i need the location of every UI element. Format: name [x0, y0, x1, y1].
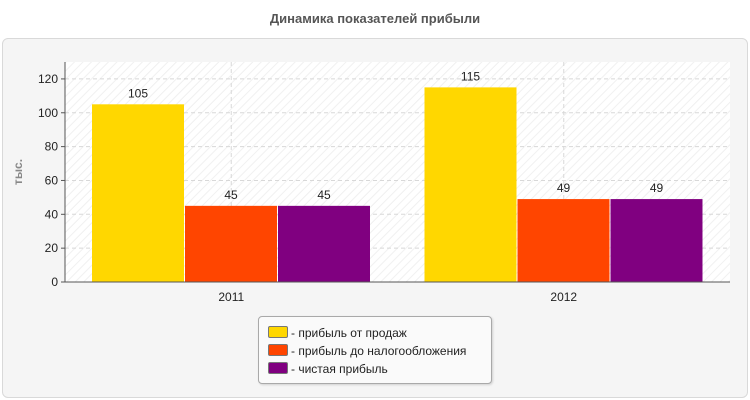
legend-swatch-net-profit: [268, 362, 288, 374]
y-tick-label: 60: [45, 173, 59, 187]
y-tick-label: 100: [38, 106, 58, 120]
y-axis-label: тыс.: [11, 159, 25, 185]
x-tick-label: 2011: [218, 290, 244, 304]
data-label: 45: [317, 188, 331, 202]
y-tick-label: 20: [45, 241, 59, 255]
y-tick-label: 80: [45, 140, 59, 154]
bar-1-2011: [92, 104, 184, 282]
data-label: 49: [650, 181, 664, 195]
data-label: 115: [461, 69, 480, 83]
data-label: 45: [224, 188, 238, 202]
bar-3-2012: [610, 199, 703, 282]
legend-label-net-profit: - чистая прибыль: [291, 362, 388, 376]
data-label: 49: [557, 181, 571, 195]
legend-swatch-pretax-profit: [268, 344, 288, 356]
legend-label-pretax-profit: - прибыль до налогообложения: [291, 344, 467, 358]
x-tick-label: 2012: [550, 290, 577, 304]
legend-swatch-sales-profit: [268, 326, 288, 338]
y-tick-label: 120: [38, 72, 58, 86]
legend-item-sales-profit: - прибыль от продаж: [268, 326, 407, 340]
bar-1-2012: [424, 87, 517, 282]
legend-item-pretax-profit: - прибыль до налогообложения: [268, 344, 466, 358]
bar-2-2012: [517, 199, 610, 282]
y-tick-label: 0: [51, 275, 58, 289]
bar-2-2011: [185, 205, 277, 282]
data-label: 105: [128, 86, 148, 100]
y-tick-label: 40: [45, 207, 59, 221]
chart-title: Динамика показателей прибыли: [269, 11, 481, 26]
legend-label-sales-profit: - прибыль от продаж: [291, 326, 407, 340]
bar-3-2011: [278, 205, 370, 282]
legend: - прибыль от продаж - прибыль до налогоо…: [258, 316, 492, 384]
legend-item-net-profit: - чистая прибыль: [268, 362, 388, 376]
